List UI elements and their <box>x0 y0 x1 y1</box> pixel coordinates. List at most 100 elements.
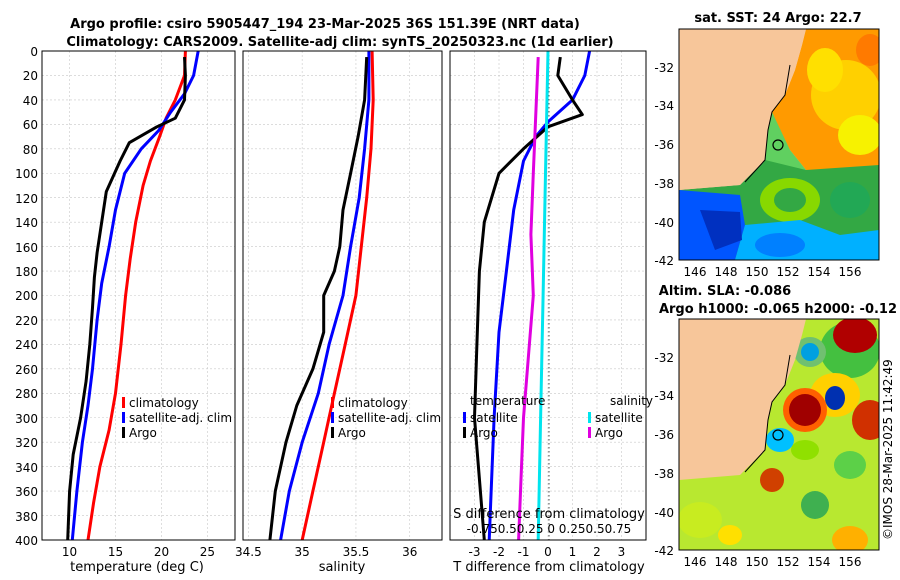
sla-map-field <box>679 319 879 550</box>
x-tick-label: -1 <box>518 545 530 559</box>
difference-panel: -3 -2 -1 0 1 2 3 T difference from climatology… <box>449 50 653 575</box>
sla-coastline <box>744 354 791 473</box>
sla-ytick: -38 <box>654 467 674 481</box>
sst-xtick: 156 <box>839 265 862 279</box>
sla-xtick: 148 <box>715 555 738 569</box>
sla-xtick: 154 <box>808 555 831 569</box>
sla-patch <box>760 468 784 492</box>
depth-tick: 60 <box>23 118 38 132</box>
sla-map-title-line2: Argo h1000: -0.065 h2000: -0.12 <box>659 302 897 317</box>
sla-map: Altim. SLA: -0.086 Argo h1000: -0.065 h2… <box>654 284 897 569</box>
legend-label: Argo <box>470 426 498 440</box>
series-line-climatology <box>300 51 375 540</box>
depth-tick: 260 <box>15 363 38 377</box>
sla-eddy-high <box>833 319 877 353</box>
sst-ytick: -34 <box>654 99 674 113</box>
sla-map-xticks: 146 148 150 152 154 156 <box>684 555 862 569</box>
depth-tick: 80 <box>23 143 38 157</box>
legend-label: satellite-adj. clim <box>338 411 441 425</box>
sst-coastline <box>744 64 791 183</box>
salinity-xticks: 34.5 35 35.5 36 <box>235 545 417 559</box>
legend-swatch-t-argo <box>463 427 466 438</box>
legend-title-temperature: temperature <box>470 394 545 408</box>
sst-patch <box>838 115 879 155</box>
sst-xtick: 148 <box>715 265 738 279</box>
sla-map-title-line1: Altim. SLA: -0.086 <box>659 284 791 299</box>
legend-swatch-t-satellite <box>463 412 466 423</box>
temperature-legend: climatology satellite-adj. clim Argo <box>122 396 232 440</box>
x-tick-label: 35 <box>295 545 310 559</box>
salinity-grid <box>243 50 442 541</box>
temperature-axes-box <box>41 50 236 541</box>
depth-tick: 320 <box>15 436 38 450</box>
sla-patch <box>679 502 722 538</box>
sst-land-mainland <box>679 29 806 190</box>
sst-map-xticks: 146 148 150 152 154 156 <box>684 265 862 279</box>
temperature-panel: 10 15 20 25 temperature (deg C) climatology… <box>41 50 236 575</box>
depth-axis: 0 20 40 60 80 100 120 140 160 180 200 22… <box>15 45 38 548</box>
depth-tick: 340 <box>15 461 38 475</box>
sla-ytick: -42 <box>654 544 674 558</box>
depth-tick: 140 <box>15 216 38 230</box>
sst-ytick: -32 <box>654 61 674 75</box>
sla-eddy-high <box>789 394 821 426</box>
depth-tick: 0 <box>30 45 38 59</box>
x-tick-label: 2 <box>593 545 601 559</box>
depth-tick: 300 <box>15 412 38 426</box>
x-tick-label: 36 <box>402 545 417 559</box>
legend-swatch-argo <box>331 427 334 438</box>
sla-patch <box>801 491 829 519</box>
sla-patch <box>718 525 742 545</box>
temperature-xlabel: temperature (deg C) <box>70 560 204 575</box>
depth-tick: 280 <box>15 387 38 401</box>
legend-swatch-s-argo <box>588 427 591 438</box>
legend-label: Argo <box>338 426 366 440</box>
depth-tick: 360 <box>15 485 38 499</box>
figure-title-line1: Argo profile: csiro 5905447_194 23-Mar-2… <box>70 17 580 32</box>
depth-tick: 160 <box>15 241 38 255</box>
sst-patch <box>830 182 870 218</box>
salinity-curves <box>268 51 375 540</box>
legend-label: climatology <box>338 396 408 410</box>
series-line-argo <box>66 57 187 540</box>
x-tick-label: 0 <box>544 545 552 559</box>
depth-tick: 200 <box>15 289 38 303</box>
sla-xtick: 156 <box>839 555 862 569</box>
sla-patch <box>832 526 868 550</box>
legend-label: satellite-adj. clim <box>129 411 232 425</box>
figure-title-line2: Climatology: CARS2009. Satellite-adj cli… <box>66 35 613 50</box>
sst-map-frame <box>678 28 880 261</box>
sla-ytick: -40 <box>654 506 674 520</box>
legend-swatch-satellite <box>331 412 334 423</box>
x-tick-label: 34.5 <box>235 545 262 559</box>
sla-eddy-high <box>852 400 879 440</box>
sst-coastal-band <box>765 112 806 175</box>
sst-patch <box>807 48 843 92</box>
x-tick-label: 20 <box>154 545 169 559</box>
sst-xtick: 154 <box>808 265 831 279</box>
sst-map: sat. SST: 24 Argo: 22.7 <box>654 11 880 279</box>
x-tick-label: -2 <box>493 545 505 559</box>
legend-swatch-satellite <box>122 412 125 423</box>
depth-tick: 120 <box>15 192 38 206</box>
depth-tick: 40 <box>23 94 38 108</box>
sst-map-title: sat. SST: 24 Argo: 22.7 <box>694 11 861 26</box>
temperature-xticks: 10 15 20 25 <box>62 545 215 559</box>
sst-patch <box>755 233 805 257</box>
depth-tick: 20 <box>23 69 38 83</box>
sst-ytick: -42 <box>654 254 674 268</box>
x-tick-label: 25 <box>200 545 215 559</box>
sst-map-yticks: -32 -34 -36 -38 -40 -42 <box>654 61 674 268</box>
difference-curves <box>473 51 592 540</box>
sst-map-field <box>679 29 879 260</box>
legend-title-salinity: salinity <box>610 394 653 408</box>
difference-legend: temperature satellite Argo salinity sate… <box>463 394 653 440</box>
legend-label: Argo <box>129 426 157 440</box>
series-line-satellite-adj-clim <box>279 51 371 540</box>
series-line-s-argo <box>517 57 540 540</box>
sla-land-mainland <box>679 319 806 480</box>
salinity-diff-ticks: -0.750.50.25 0 0.250.50.75 <box>467 522 632 536</box>
sla-xtick: 150 <box>746 555 769 569</box>
depth-tick: 240 <box>15 338 38 352</box>
